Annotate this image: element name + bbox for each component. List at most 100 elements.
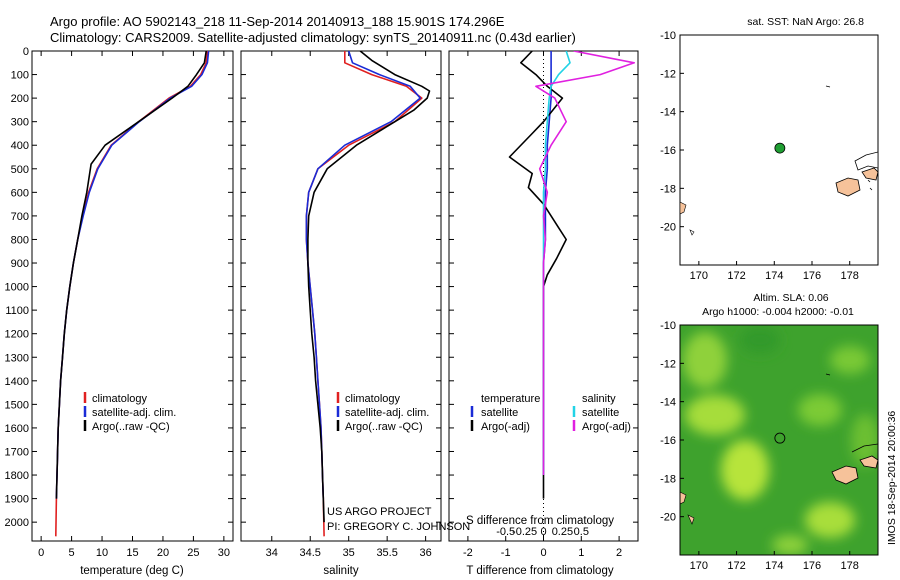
sla-anomaly-patches [683,326,878,555]
argo-float-marker [774,142,786,154]
x-tick-label: 178 [841,560,859,572]
difference-legend: temperature salinity satellite satellite… [470,393,631,433]
y-tick-label: 1000 [5,282,29,294]
legend-label-argo: Argo(..raw -QC) [92,421,170,433]
salinity-series [305,51,431,537]
series-line-s-satellite [542,51,571,475]
x-tick-label: 176 [803,560,821,572]
temperature-plot-frame [31,50,234,542]
x-tick-label: 10 [96,547,108,559]
sst-map-coast [680,85,878,236]
sla-map-axes: 170 172 174 176 178 -10 -12 -14 -16 -18 -20 [660,320,859,572]
figure-title-line2: Climatology: CARS2009. Satellite-adjuste… [50,30,576,45]
y-tick-label: 500 [11,164,29,176]
y-tick-label: 2000 [5,517,29,529]
x-tick-label: 35.5 [376,547,397,559]
project-credit-line1: US ARGO PROJECT [327,506,432,518]
y-tick-label: 1500 [5,399,29,411]
x-tick-label: 172 [727,270,745,282]
islet [825,373,831,376]
x-tick-label: -2 [463,547,473,559]
x-tick-label: 170 [690,270,708,282]
figure-title-line1: Argo profile: AO 5902143_218 11-Sep-2014… [50,14,505,29]
x-tick-label: 20 [157,547,169,559]
x-tick-label: 172 [727,560,745,572]
x2-tick-label: -0.5 [496,526,515,538]
y-tick-label: -16 [660,145,676,157]
x2-tick-label: 0.5 [574,526,589,538]
y-tick-label: -20 [660,512,676,524]
y-tick-label: -12 [660,68,676,80]
salinity-plot-frame [240,50,442,542]
legend-head-salinity: salinity [582,393,616,405]
y-tick-label: -14 [660,107,676,119]
legend-label-s-argo: Argo(-adj) [582,421,631,433]
island-outline [854,151,878,171]
x-tick-label: 0 [38,547,44,559]
y-tick-label: 1400 [5,376,29,388]
argo-float-marker [774,432,786,444]
island-west [680,201,687,215]
island-vanua-levu [861,167,878,181]
x-tick-label: -1 [501,547,511,559]
legend-head-temperature: temperature [481,393,540,405]
project-credit-line2: PI: GREGORY C. JOHNSON [327,521,470,533]
legend-label-t-argo: Argo(-adj) [481,421,530,433]
island-viti-levu [835,177,861,197]
y-tick-label: 700 [11,211,29,223]
legend-label-s-satellite: satellite [582,407,619,419]
x-tick-label: 15 [126,547,138,559]
series-line-climatology [55,51,209,537]
islet [687,514,695,525]
island-west [680,491,687,505]
x-tick-label: 34 [266,547,278,559]
x-tick-label: 174 [765,270,783,282]
x2-tick-label: -0.25 [512,526,537,538]
legend-label-t-satellite: satellite [481,407,518,419]
sst-map-axes: 170 172 174 176 178 -10 -12 -14 -16 -18 -20 [660,30,859,282]
y-tick-label: -16 [660,435,676,447]
y-tick-label: 800 [11,234,29,246]
y-tick-label: -18 [660,183,676,195]
x-tick-label: 1 [578,547,584,559]
x-tick-label: 170 [690,560,708,572]
y-tick-label: 0 [23,46,29,58]
y-tick-label: 1100 [5,305,29,317]
y-tick-label: 1700 [5,446,29,458]
x-tick-label: 0 [540,547,546,559]
y-tick-label: -12 [660,358,676,370]
y-tick-label: 600 [11,187,29,199]
legend-label-climatology: climatology [345,393,401,405]
y-tick-label: 200 [11,93,29,105]
y-tick-label: 300 [11,117,29,129]
y-tick-label: 1600 [5,423,29,435]
difference-xlabel2: S difference from climatology [466,515,614,527]
islet [825,85,831,88]
series-line-climatology [305,51,423,537]
y-tick-label: 1300 [5,352,29,364]
salinity-xlabel: salinity [323,565,358,577]
x-tick-label: 176 [803,270,821,282]
y-tick-label: -20 [660,222,676,234]
islet [689,229,695,236]
temperature-axes: 0 5 10 15 20 25 300100200300400500600700800900… [5,46,233,559]
y-tick-label: -14 [660,397,676,409]
legend-label-argo: Argo(..raw -QC) [345,421,423,433]
x-tick-label: 178 [841,270,859,282]
island-viti-levu [831,465,859,485]
y-tick-label: -18 [660,473,676,485]
sla-map-title1: Altim. SLA: 0.06 [753,292,828,304]
coastline [851,443,878,453]
x-tick-label: 174 [765,560,783,572]
sla-map-title2: Argo h1000: -0.004 h2000: -0.01 [702,306,854,318]
x-tick-label: 2 [616,547,622,559]
sla-map-field [680,325,878,555]
series-line-argo-raw-qc- [307,51,431,523]
temperature-series [55,51,210,537]
salinity-legend: climatology satellite-adj. clim. Argo(..… [336,392,429,433]
difference-series [508,51,636,541]
salinity-axes: 34 34.5 35 35.5 36 [241,50,441,559]
islet [867,179,873,191]
y-tick-label: -10 [660,320,676,332]
